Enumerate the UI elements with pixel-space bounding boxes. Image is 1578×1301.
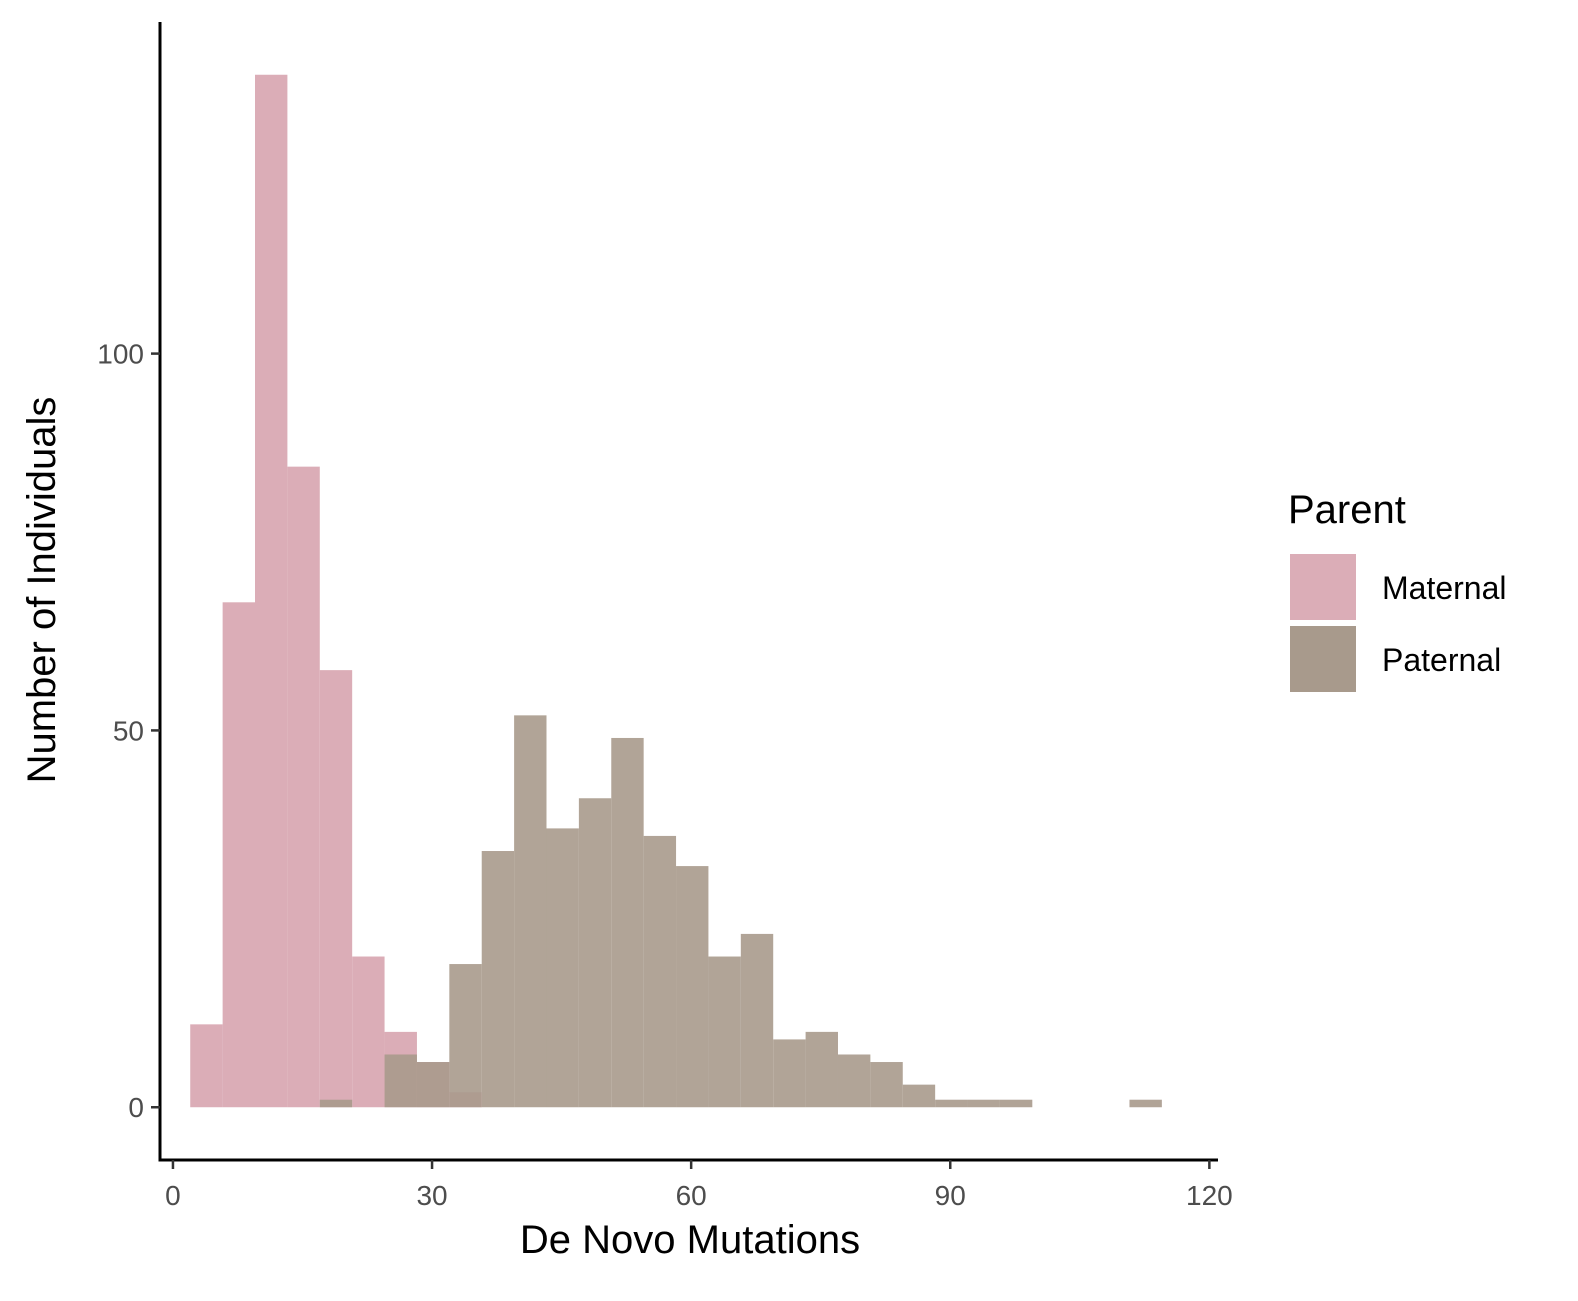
bar-paternal-1 bbox=[384, 1054, 417, 1108]
x-tick-label: 0 bbox=[165, 1180, 181, 1211]
series-maternal bbox=[190, 74, 482, 1108]
legend-items: Maternal Paternal bbox=[1290, 554, 1507, 692]
x-tick-label: 90 bbox=[935, 1180, 966, 1211]
x-tick-label: 120 bbox=[1186, 1180, 1233, 1211]
bar-paternal-20 bbox=[999, 1099, 1033, 1108]
x-tick-label: 30 bbox=[416, 1180, 447, 1211]
bar-paternal-4 bbox=[481, 851, 515, 1108]
bar-paternal-9 bbox=[643, 835, 677, 1108]
y-ticks: 0 50 100 bbox=[97, 339, 160, 1123]
bar-paternal-6 bbox=[546, 828, 579, 1108]
bar-paternal-13 bbox=[773, 1039, 806, 1108]
bar-paternal-10 bbox=[676, 866, 709, 1108]
bar-paternal-21 bbox=[1129, 1099, 1162, 1108]
bar-paternal-19 bbox=[967, 1099, 1000, 1108]
bar-paternal-5 bbox=[514, 715, 547, 1108]
bar-paternal-7 bbox=[578, 798, 612, 1108]
x-tick-label: 60 bbox=[676, 1180, 707, 1211]
bar-maternal-2 bbox=[255, 74, 288, 1108]
bar-paternal-17 bbox=[902, 1084, 936, 1108]
bar-paternal-16 bbox=[870, 1062, 903, 1108]
bar-paternal-0 bbox=[319, 1099, 353, 1108]
series-paternal bbox=[319, 715, 1162, 1108]
legend-swatch-maternal bbox=[1290, 554, 1356, 620]
y-tick-label: 50 bbox=[113, 715, 144, 746]
bar-paternal-11 bbox=[708, 956, 741, 1108]
legend-label-maternal: Maternal bbox=[1382, 570, 1507, 606]
legend: Parent Maternal Paternal bbox=[1288, 488, 1507, 692]
bars-layer bbox=[190, 74, 1162, 1108]
bar-maternal-5 bbox=[352, 956, 385, 1108]
bar-paternal-15 bbox=[837, 1054, 871, 1108]
axes: 0 30 60 90 120 0 50 100 bbox=[97, 22, 1233, 1211]
bar-maternal-4 bbox=[319, 670, 353, 1108]
bar-paternal-12 bbox=[740, 933, 774, 1108]
y-tick-label: 0 bbox=[128, 1092, 144, 1123]
bar-maternal-1 bbox=[222, 602, 256, 1108]
bar-paternal-3 bbox=[449, 964, 482, 1108]
legend-label-paternal: Paternal bbox=[1382, 642, 1501, 678]
bar-maternal-0 bbox=[190, 1024, 223, 1108]
y-tick-label: 100 bbox=[97, 339, 144, 370]
bar-paternal-18 bbox=[935, 1099, 968, 1108]
bar-paternal-8 bbox=[611, 737, 644, 1108]
bar-paternal-2 bbox=[416, 1062, 450, 1108]
x-ticks: 0 30 60 90 120 bbox=[165, 1160, 1233, 1211]
x-axis-title: De Novo Mutations bbox=[520, 1218, 860, 1262]
legend-title: Parent bbox=[1288, 488, 1406, 532]
bar-paternal-14 bbox=[805, 1031, 838, 1108]
bar-maternal-3 bbox=[287, 466, 320, 1108]
y-axis-title: Number of Individuals bbox=[20, 397, 64, 784]
legend-swatch-paternal bbox=[1290, 626, 1356, 692]
